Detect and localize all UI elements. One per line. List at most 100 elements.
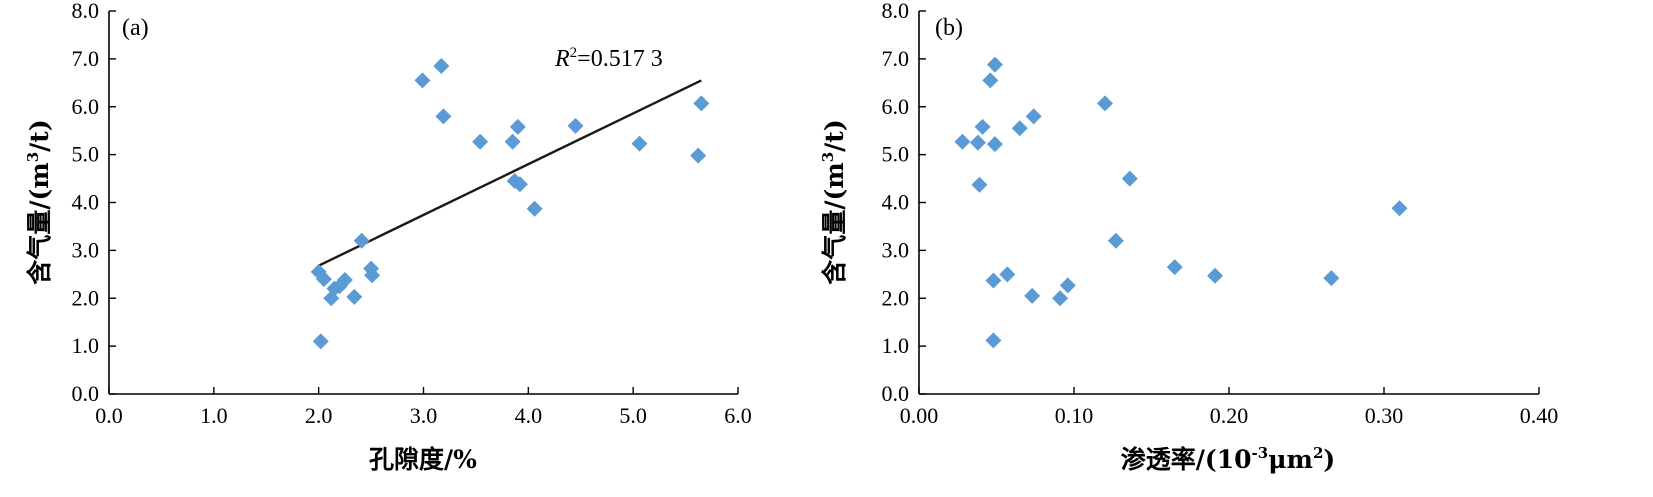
chart-a-ticks: 0.0 1.0 2.0 3.0 4.0 5.0 6.0 0.0 1.0 2.0 3.0 4.0 5.0 6… xyxy=(72,0,752,428)
chart-b-x-tick-label: 0.30 xyxy=(1365,403,1404,428)
chart-a-r2-annotation: R2=0.517 3 xyxy=(554,45,663,72)
chart-a-point xyxy=(567,117,584,134)
chart-a-point xyxy=(353,232,370,249)
chart-b-point xyxy=(954,133,971,150)
chart-a-point xyxy=(631,135,648,152)
chart-b-point xyxy=(985,272,1002,289)
chart-b-y-tick-label: 0.0 xyxy=(882,381,910,406)
chart-a: 0.0 1.0 2.0 3.0 4.0 5.0 6.0 0.0 1.0 2.0 3.0 4.0 5.0 6… xyxy=(24,0,752,474)
chart-b-point xyxy=(986,136,1003,153)
chart-b-y-title-superscript: 3 xyxy=(819,152,837,162)
chart-a-y-tick-label: 2.0 xyxy=(72,285,100,310)
chart-b-panel-label: (b) xyxy=(935,15,963,41)
chart-a-trendline xyxy=(318,79,702,267)
chart-a-y-tick-label: 0.0 xyxy=(72,381,100,406)
chart-b-y-title-tail: /t) xyxy=(820,119,849,152)
chart-a-x-tick-label: 2.0 xyxy=(305,403,333,428)
chart-a-x-tick-label: 6.0 xyxy=(724,403,752,428)
chart-a-y-tick-label: 3.0 xyxy=(72,237,100,262)
chart-b-point xyxy=(986,56,1003,73)
chart-a-x-tick-label: 3.0 xyxy=(410,403,438,428)
chart-b-y-tick-label: 4.0 xyxy=(882,190,910,215)
chart-b-x-title: 渗透率/(10-3μm2) xyxy=(1121,444,1335,474)
chart-a-panel-label: (a) xyxy=(122,15,149,41)
chart-b-points xyxy=(954,56,1408,349)
chart-a-y-tick-label: 8.0 xyxy=(72,0,100,23)
chart-a-y-title-superscript: 3 xyxy=(24,152,42,162)
chart-a-y-title-main: 含气量/(m xyxy=(25,162,54,284)
chart-a-point xyxy=(414,72,431,89)
chart-a-point xyxy=(472,133,489,150)
chart-a-point xyxy=(435,108,452,125)
chart-b-x-title-tail: ) xyxy=(1323,445,1335,474)
chart-b-x-title-unit: μm xyxy=(1268,445,1313,474)
chart-a-x-tick-label: 1.0 xyxy=(200,403,228,428)
chart-b-y-tick-label: 8.0 xyxy=(882,0,910,23)
chart-a-y-tick-label: 7.0 xyxy=(72,46,100,71)
chart-b-x-tick-label: 0.10 xyxy=(1055,403,1094,428)
chart-b-point xyxy=(1059,277,1076,294)
chart-b-y-tick-label: 1.0 xyxy=(882,333,910,358)
chart-b-y-tick-label: 6.0 xyxy=(882,94,910,119)
chart-a-r2-value: =0.517 3 xyxy=(577,46,663,72)
chart-a-r2-symbol: R xyxy=(554,46,570,72)
chart-b-x-title-main: 渗透率/(10 xyxy=(1121,445,1252,474)
chart-b-y-tick-label: 2.0 xyxy=(882,285,910,310)
chart-b-point xyxy=(1025,108,1042,125)
chart-b-ticks: 0.00 0.10 0.20 0.30 0.40 0.0 1.0 2.0 3.0 4.0 5.0 6.… xyxy=(882,0,1559,428)
chart-b-point xyxy=(1097,95,1113,112)
chart-b-y-tick-label: 3.0 xyxy=(882,237,910,262)
chart-a-point xyxy=(336,272,353,289)
chart-b-point xyxy=(971,176,988,193)
chart-b-point xyxy=(969,134,986,151)
chart-a-point xyxy=(690,147,707,164)
chart-b-point xyxy=(999,266,1016,283)
chart-b-y-tick-label: 5.0 xyxy=(882,142,910,167)
chart-a-point xyxy=(526,200,543,217)
chart-a-r2-superscript: 2 xyxy=(570,45,578,61)
chart-b-y-tick-label: 7.0 xyxy=(882,46,910,71)
chart-a-x-tick-label: 5.0 xyxy=(619,403,647,428)
chart-a-point xyxy=(511,176,528,193)
chart-a-point xyxy=(433,58,450,75)
chart-b-point xyxy=(1024,287,1041,304)
chart-b: 0.00 0.10 0.20 0.30 0.40 0.0 1.0 2.0 3.0 4.0 5.0 6.… xyxy=(819,0,1558,474)
chart-b-x-title-superscript-2: 2 xyxy=(1313,444,1323,462)
chart-a-y-tick-label: 1.0 xyxy=(72,333,100,358)
chart-a-x-tick-label: 0.0 xyxy=(95,403,123,428)
chart-a-point xyxy=(346,288,363,305)
chart-b-point xyxy=(1052,290,1069,307)
chart-a-point xyxy=(312,333,329,350)
chart-b-point xyxy=(1207,267,1224,284)
chart-a-y-title-tail: /t) xyxy=(25,119,54,152)
chart-b-point xyxy=(982,72,999,89)
chart-a-y-tick-label: 5.0 xyxy=(72,142,100,167)
chart-a-point xyxy=(504,133,521,150)
chart-b-y-title-main: 含气量/(m xyxy=(820,162,849,284)
chart-a-point xyxy=(315,271,332,288)
chart-b-x-title-superscript-1: -3 xyxy=(1252,444,1269,462)
chart-b-point xyxy=(1166,259,1183,276)
chart-b-point xyxy=(985,332,1002,349)
chart-a-point xyxy=(364,267,381,284)
chart-a-x-title: 孔隙度/% xyxy=(369,445,477,474)
chart-b-x-tick-label: 0.40 xyxy=(1520,403,1559,428)
chart-b-point xyxy=(1323,270,1340,287)
chart-b-point xyxy=(1107,232,1124,249)
chart-b-point xyxy=(1011,120,1028,137)
chart-a-x-tick-label: 4.0 xyxy=(515,403,543,428)
chart-b-point xyxy=(1121,170,1138,187)
chart-a-point xyxy=(693,95,710,112)
chart-a-points xyxy=(310,58,710,350)
chart-a-point xyxy=(509,118,526,135)
chart-a-y-tick-label: 6.0 xyxy=(72,94,100,119)
chart-a-trendline-group xyxy=(318,79,702,267)
chart-b-x-tick-label: 0.20 xyxy=(1210,403,1249,428)
chart-b-x-tick-label: 0.00 xyxy=(900,403,939,428)
chart-b-point xyxy=(974,118,991,135)
chart-a-y-tick-label: 4.0 xyxy=(72,190,100,215)
chart-b-y-title: 含气量/(m3/t) xyxy=(819,119,849,284)
chart-a-y-title: 含气量/(m3/t) xyxy=(24,119,54,284)
chart-b-point xyxy=(1391,200,1408,217)
